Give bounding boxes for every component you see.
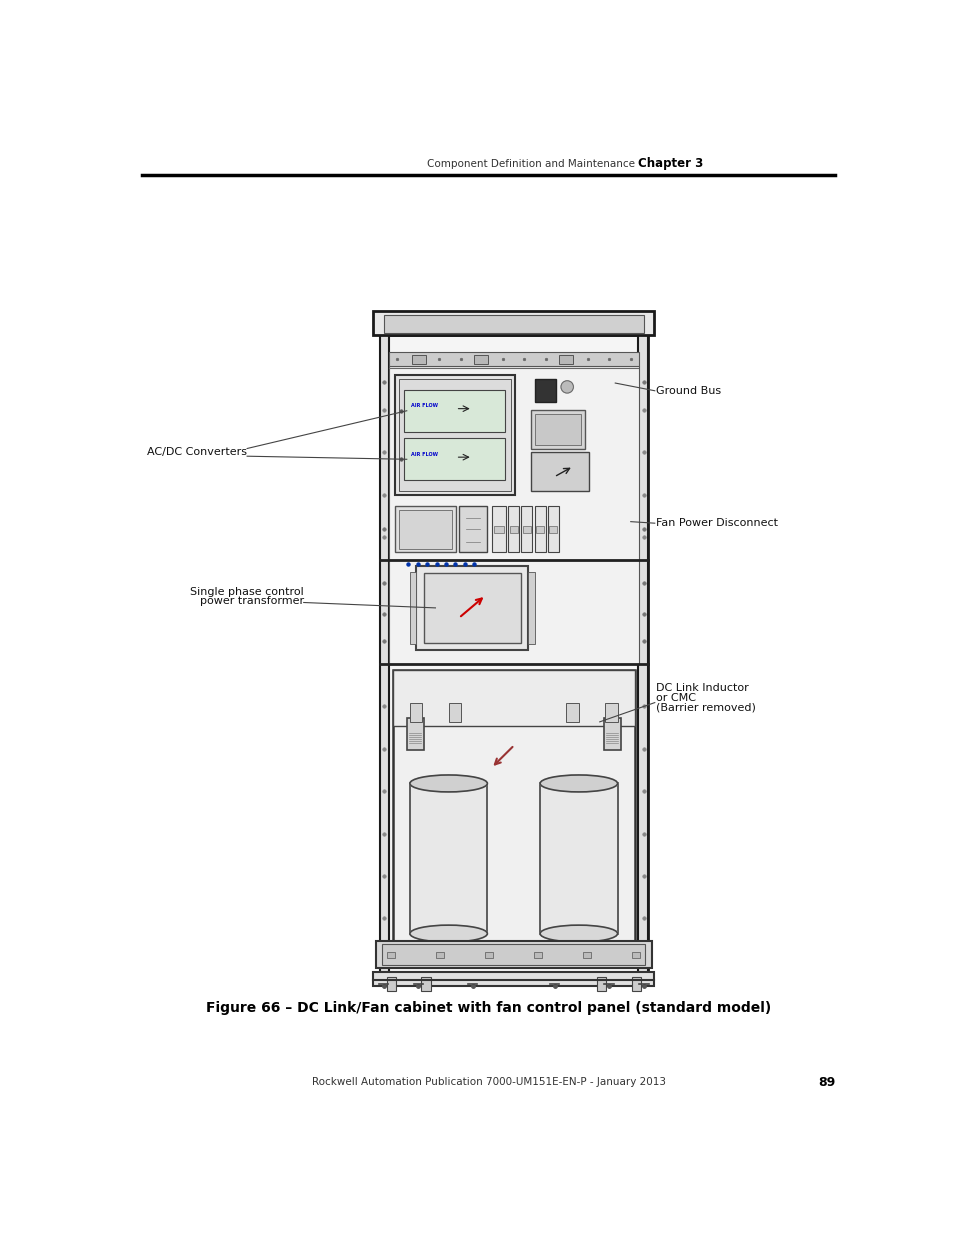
Bar — [389, 366, 638, 561]
Ellipse shape — [410, 925, 487, 942]
Bar — [474, 354, 488, 364]
Bar — [404, 438, 505, 480]
Bar — [492, 506, 505, 552]
Bar — [375, 941, 651, 968]
Bar — [373, 311, 654, 336]
Text: DC Link Inductor: DC Link Inductor — [655, 683, 747, 693]
Text: power transformer: power transformer — [199, 597, 303, 606]
Bar — [423, 573, 520, 642]
Text: Figure 66 – DC Link/Fan cabinet with fan control panel (standard model): Figure 66 – DC Link/Fan cabinet with fan… — [206, 1002, 771, 1015]
Bar — [547, 506, 558, 552]
Ellipse shape — [410, 776, 487, 792]
Bar — [410, 703, 422, 721]
Bar — [389, 352, 638, 366]
Bar — [539, 783, 617, 934]
Bar — [530, 410, 584, 448]
Bar — [436, 952, 444, 958]
Bar — [582, 952, 591, 958]
Text: AIR FLOW: AIR FLOW — [410, 403, 437, 408]
Bar — [381, 945, 645, 966]
Text: Rockwell Automation Publication 7000-UM151E-EN-P - January 2013: Rockwell Automation Publication 7000-UM1… — [312, 1077, 665, 1087]
Bar — [386, 977, 395, 992]
Bar — [536, 526, 543, 534]
Bar — [398, 379, 511, 490]
Bar — [379, 336, 389, 979]
Bar — [485, 952, 493, 958]
Bar — [416, 566, 528, 651]
Bar — [603, 718, 620, 751]
Bar — [393, 671, 634, 945]
Bar — [638, 336, 647, 979]
Bar — [379, 336, 647, 979]
Bar — [549, 526, 557, 534]
Bar — [534, 952, 541, 958]
Bar — [459, 506, 486, 552]
Text: Component Definition and Maintenance: Component Definition and Maintenance — [426, 158, 634, 169]
Bar — [389, 561, 638, 664]
Bar — [566, 703, 578, 721]
Bar — [393, 671, 634, 726]
Bar — [596, 977, 605, 992]
Bar — [631, 977, 640, 992]
Circle shape — [560, 380, 573, 393]
Bar — [522, 526, 530, 534]
Text: Fan Power Disconnect: Fan Power Disconnect — [655, 519, 777, 529]
Bar — [528, 572, 534, 645]
Bar — [387, 952, 395, 958]
Bar — [421, 977, 431, 992]
Bar — [373, 972, 654, 986]
Text: Ground Bus: Ground Bus — [655, 385, 720, 395]
Text: AC/DC Converters: AC/DC Converters — [147, 447, 247, 457]
Bar — [530, 452, 588, 490]
Bar — [404, 389, 505, 432]
Bar — [534, 506, 545, 552]
Text: Chapter 3: Chapter 3 — [638, 157, 703, 170]
Bar — [521, 506, 532, 552]
Text: or CMC: or CMC — [655, 693, 695, 703]
Bar — [493, 526, 504, 534]
Bar — [410, 572, 416, 645]
Bar — [632, 952, 639, 958]
Ellipse shape — [539, 925, 617, 942]
Bar — [395, 375, 515, 495]
Bar — [398, 510, 452, 548]
Text: (Barrier removed): (Barrier removed) — [655, 703, 755, 713]
Bar — [534, 379, 556, 403]
Bar — [509, 526, 517, 534]
Bar — [604, 703, 617, 721]
Bar — [508, 506, 518, 552]
Bar — [558, 354, 573, 364]
Bar — [406, 718, 423, 751]
Text: AIR FLOW: AIR FLOW — [410, 452, 437, 457]
Ellipse shape — [539, 776, 617, 792]
Bar — [383, 315, 643, 333]
Bar — [448, 703, 460, 721]
Bar — [534, 414, 580, 445]
Text: 89: 89 — [818, 1076, 835, 1089]
Bar — [395, 506, 456, 552]
Text: Single phase control: Single phase control — [190, 587, 303, 597]
Bar — [410, 783, 487, 934]
Bar — [412, 354, 426, 364]
